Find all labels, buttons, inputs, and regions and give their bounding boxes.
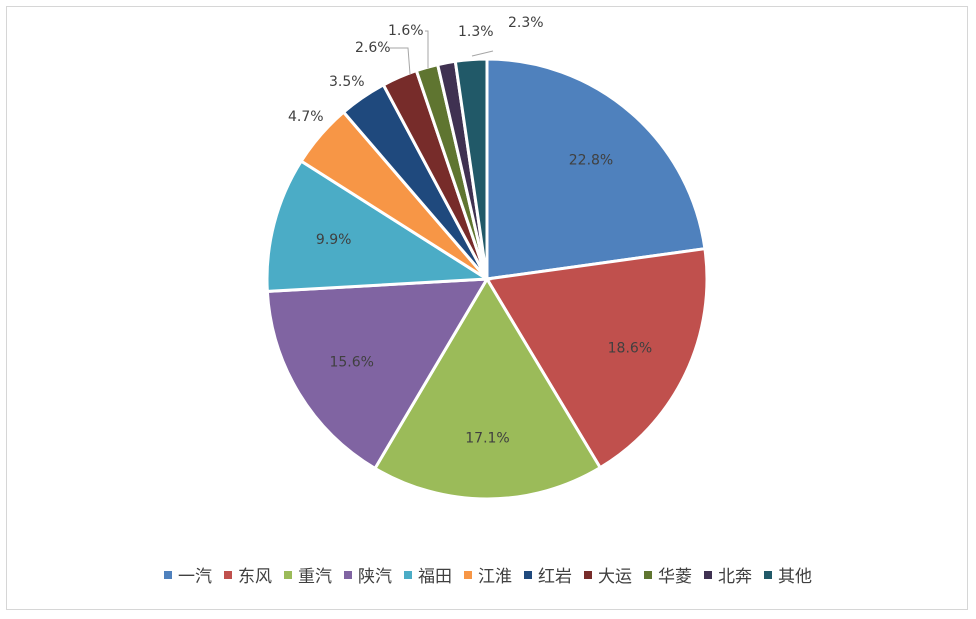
legend-label: 大运: [598, 567, 632, 587]
legend-item-7: 红岩: [524, 562, 572, 587]
legend-item-10: 北奔: [704, 562, 752, 587]
legend-item-4: 陕汽: [344, 562, 392, 587]
leader-line-8: [390, 47, 411, 75]
legend-item-8: 大运: [584, 562, 632, 587]
legend-label: 陕汽: [358, 567, 392, 587]
legend-label: 江淮: [478, 567, 512, 587]
legend-swatch: [344, 570, 352, 579]
legend-item-11: 其他: [764, 562, 812, 587]
legend-label: 东风: [238, 567, 272, 587]
legend-label: 重汽: [298, 567, 332, 587]
legend-item-3: 重汽: [284, 562, 332, 587]
pie-slice-11: [453, 57, 489, 280]
data-label-9: 1.6%: [388, 23, 424, 39]
leader-line-9: [425, 30, 429, 68]
legend-swatch: [584, 570, 592, 579]
data-label-7: 3.5%: [329, 74, 365, 90]
data-label-3: 17.1%: [465, 430, 509, 446]
legend-item-1: 一汽: [164, 562, 212, 587]
legend-swatch: [764, 570, 772, 579]
pie-slice-2: [484, 246, 709, 470]
pie-slice-5: [265, 159, 492, 294]
pie-slice-3: [372, 276, 603, 501]
data-label-1: 22.8%: [569, 153, 613, 169]
legend-label: 北奔: [718, 567, 752, 587]
legend-swatch: [644, 570, 652, 579]
legend-label: 华菱: [658, 567, 692, 587]
legend-swatch: [224, 570, 232, 579]
legend-label: 红岩: [538, 567, 572, 587]
data-label-6: 4.7%: [288, 109, 324, 125]
pie-slice-1: [485, 57, 707, 281]
leader-line-11: [471, 50, 494, 57]
legend-label: 福田: [418, 567, 452, 587]
legend-swatch: [704, 570, 712, 579]
legend: 一汽 东风 重汽 陕汽 福田 江淮 红岩 大运 华菱 北奔 其他: [0, 562, 976, 587]
legend-item-5: 福田: [404, 562, 452, 587]
legend-item-6: 江淮: [464, 562, 512, 587]
legend-label: 其他: [778, 567, 812, 587]
pie-slice-4: [265, 277, 490, 471]
data-label-4: 15.6%: [329, 354, 373, 370]
data-label-5: 9.9%: [316, 232, 352, 248]
legend-swatch: [524, 570, 532, 579]
legend-swatch: [404, 570, 412, 579]
data-label-11: 2.3%: [508, 15, 544, 31]
legend-item-2: 东风: [224, 562, 272, 587]
data-label-2: 18.6%: [608, 340, 652, 356]
data-label-8: 2.6%: [355, 40, 391, 56]
legend-swatch: [284, 570, 292, 579]
legend-swatch: [164, 570, 172, 579]
legend-item-9: 华菱: [644, 562, 692, 587]
legend-swatch: [464, 570, 472, 579]
legend-label: 一汽: [178, 567, 212, 587]
data-label-10: 1.3%: [458, 24, 494, 40]
